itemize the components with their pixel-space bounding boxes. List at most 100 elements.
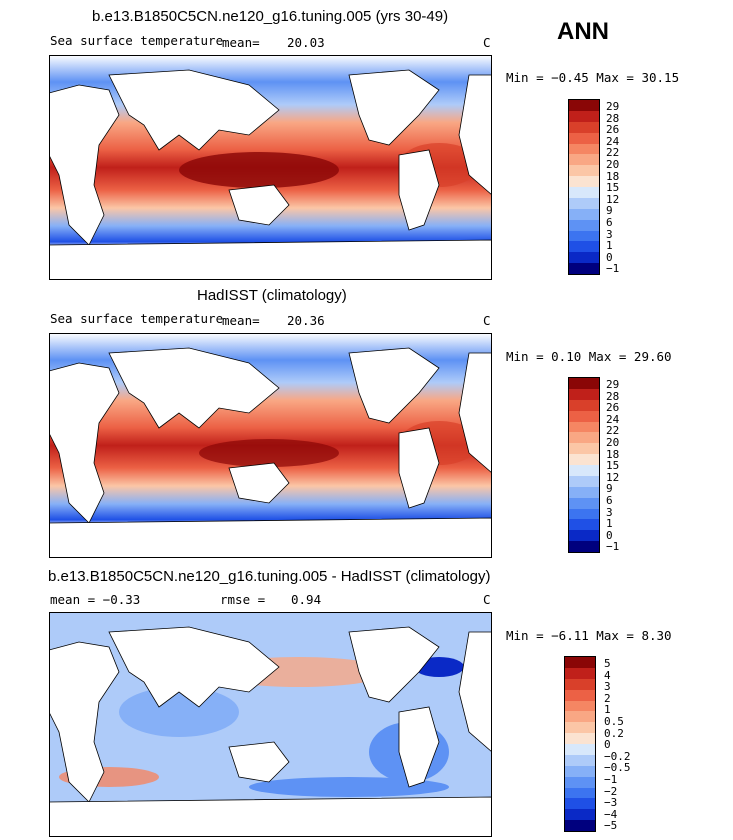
cb1-label: 0 bbox=[606, 250, 613, 264]
panel2-field-label: Sea surface temperature bbox=[50, 311, 224, 326]
panel2-map bbox=[49, 333, 492, 558]
cb1-label: 15 bbox=[606, 181, 620, 195]
colorbar-swatch bbox=[569, 208, 599, 220]
cb3-label: 0 bbox=[604, 738, 611, 752]
panel3-units: C bbox=[483, 592, 491, 607]
cb3-label: −1 bbox=[604, 772, 618, 786]
panel1-mean-value: 20.03 bbox=[287, 35, 325, 50]
colorbar-swatch bbox=[569, 421, 599, 433]
colorbar-swatch bbox=[569, 121, 599, 133]
panel2-minmax: Min = 0.10 Max = 29.60 bbox=[506, 349, 672, 364]
colorbar-swatch bbox=[565, 765, 595, 777]
cb2-label: 9 bbox=[606, 482, 613, 496]
colorbar-swatch bbox=[569, 443, 599, 455]
cb2-label: 28 bbox=[606, 389, 620, 403]
cb2-label: 3 bbox=[606, 505, 613, 519]
panel2-mean-value: 20.36 bbox=[287, 313, 325, 328]
panel3-rmse-value: 0.94 bbox=[291, 592, 322, 607]
cb1-label: 6 bbox=[606, 215, 613, 229]
colorbar-swatch bbox=[569, 378, 599, 389]
colorbar-swatch bbox=[569, 176, 599, 187]
cb3-label: −0.5 bbox=[604, 761, 631, 775]
cb1-label: 1 bbox=[606, 239, 613, 253]
colorbar-swatch bbox=[569, 219, 599, 231]
colorbar-swatch bbox=[569, 497, 599, 509]
cb1-label: 20 bbox=[606, 157, 620, 171]
cb3-label: 1 bbox=[604, 703, 611, 717]
colorbar-swatch bbox=[569, 519, 599, 531]
panel3-colorbar bbox=[564, 656, 596, 832]
colorbar-swatch bbox=[565, 700, 595, 712]
panel2-mean-label: mean= bbox=[222, 313, 260, 328]
cb2-label: 0 bbox=[606, 528, 613, 542]
panel3-title: b.e13.B1850C5CN.ne120_g16.tuning.005 - H… bbox=[48, 568, 491, 585]
colorbar-swatch bbox=[569, 100, 599, 111]
colorbar-swatch bbox=[569, 399, 599, 411]
panel1-colorbar-labels: 29 28 26 24 22 20 18 15 12 9 6 3 1 0 −1 bbox=[606, 101, 619, 275]
season-label: ANN bbox=[557, 18, 609, 45]
cb3-label: 3 bbox=[604, 680, 611, 694]
colorbar-swatch bbox=[565, 787, 595, 799]
panel3-minmax: Min = −6.11 Max = 8.30 bbox=[506, 628, 672, 643]
colorbar-swatch bbox=[569, 187, 599, 198]
panel1-colorbar bbox=[568, 99, 600, 275]
colorbar-swatch bbox=[569, 486, 599, 498]
cb2-label: 1 bbox=[606, 517, 613, 531]
cb1-label: 22 bbox=[606, 146, 620, 160]
cb2-label: 12 bbox=[606, 470, 620, 484]
colorbar-swatch bbox=[569, 143, 599, 155]
cb1-label: 29 bbox=[606, 100, 620, 113]
colorbar-swatch bbox=[569, 165, 599, 177]
cb1-label: 24 bbox=[606, 134, 620, 148]
colorbar-swatch bbox=[569, 263, 599, 274]
colorbar-swatch bbox=[565, 798, 595, 810]
cb2-label: 6 bbox=[606, 493, 613, 507]
panel1-field-label: Sea surface temperature bbox=[50, 33, 224, 48]
colorbar-swatch bbox=[565, 711, 595, 723]
cb1-label: 12 bbox=[606, 192, 620, 206]
colorbar-swatch bbox=[565, 689, 595, 701]
colorbar-swatch bbox=[569, 541, 599, 552]
colorbar-swatch bbox=[569, 508, 599, 520]
cb1-label: −1 bbox=[606, 262, 620, 276]
colorbar-swatch bbox=[565, 733, 595, 744]
panel2-colorbar bbox=[568, 377, 600, 553]
colorbar-swatch bbox=[565, 678, 595, 690]
colorbar-swatch bbox=[569, 432, 599, 444]
cb3-label: −2 bbox=[604, 784, 618, 798]
cb1-label: 3 bbox=[606, 227, 613, 241]
cb3-label: 0.2 bbox=[604, 726, 624, 740]
panel3-colorbar-labels: 5 4 3 2 1 0.5 0.2 0 −0.2 −0.5 −1 −2 −3 −… bbox=[604, 658, 631, 832]
colorbar-swatch bbox=[565, 754, 595, 766]
cb1-label: 28 bbox=[606, 111, 620, 125]
cb3-label: −3 bbox=[604, 796, 618, 810]
panel2-title: HadISST (climatology) bbox=[197, 287, 347, 304]
cb1-label: 9 bbox=[606, 204, 613, 218]
colorbar-swatch bbox=[565, 744, 595, 755]
cb3-label: 5 bbox=[604, 657, 611, 670]
colorbar-swatch bbox=[569, 241, 599, 253]
cb2-label: −1 bbox=[606, 540, 620, 554]
colorbar-swatch bbox=[565, 820, 595, 831]
panel1-units: C bbox=[483, 35, 491, 50]
cb2-label: 20 bbox=[606, 435, 620, 449]
panel1-map bbox=[49, 55, 492, 280]
colorbar-swatch bbox=[569, 465, 599, 476]
panel3-rmse-label: rmse = bbox=[220, 592, 266, 607]
colorbar-swatch bbox=[565, 657, 595, 668]
cb3-label: −4 bbox=[604, 807, 618, 821]
panel1-mean-label: mean= bbox=[222, 35, 260, 50]
colorbar-swatch bbox=[569, 110, 599, 122]
panel3-map bbox=[49, 612, 492, 837]
colorbar-swatch bbox=[569, 252, 599, 264]
panel1-minmax: Min = −0.45 Max = 30.15 bbox=[506, 70, 680, 85]
cb3-label: −5 bbox=[604, 819, 618, 833]
cb3-label: 4 bbox=[604, 668, 611, 682]
cb2-label: 18 bbox=[606, 447, 620, 461]
cb1-label: 26 bbox=[606, 123, 620, 137]
colorbar-swatch bbox=[569, 197, 599, 209]
colorbar-swatch bbox=[569, 132, 599, 144]
colorbar-swatch bbox=[569, 388, 599, 400]
colorbar-swatch bbox=[569, 410, 599, 422]
cb1-label: 18 bbox=[606, 169, 620, 183]
